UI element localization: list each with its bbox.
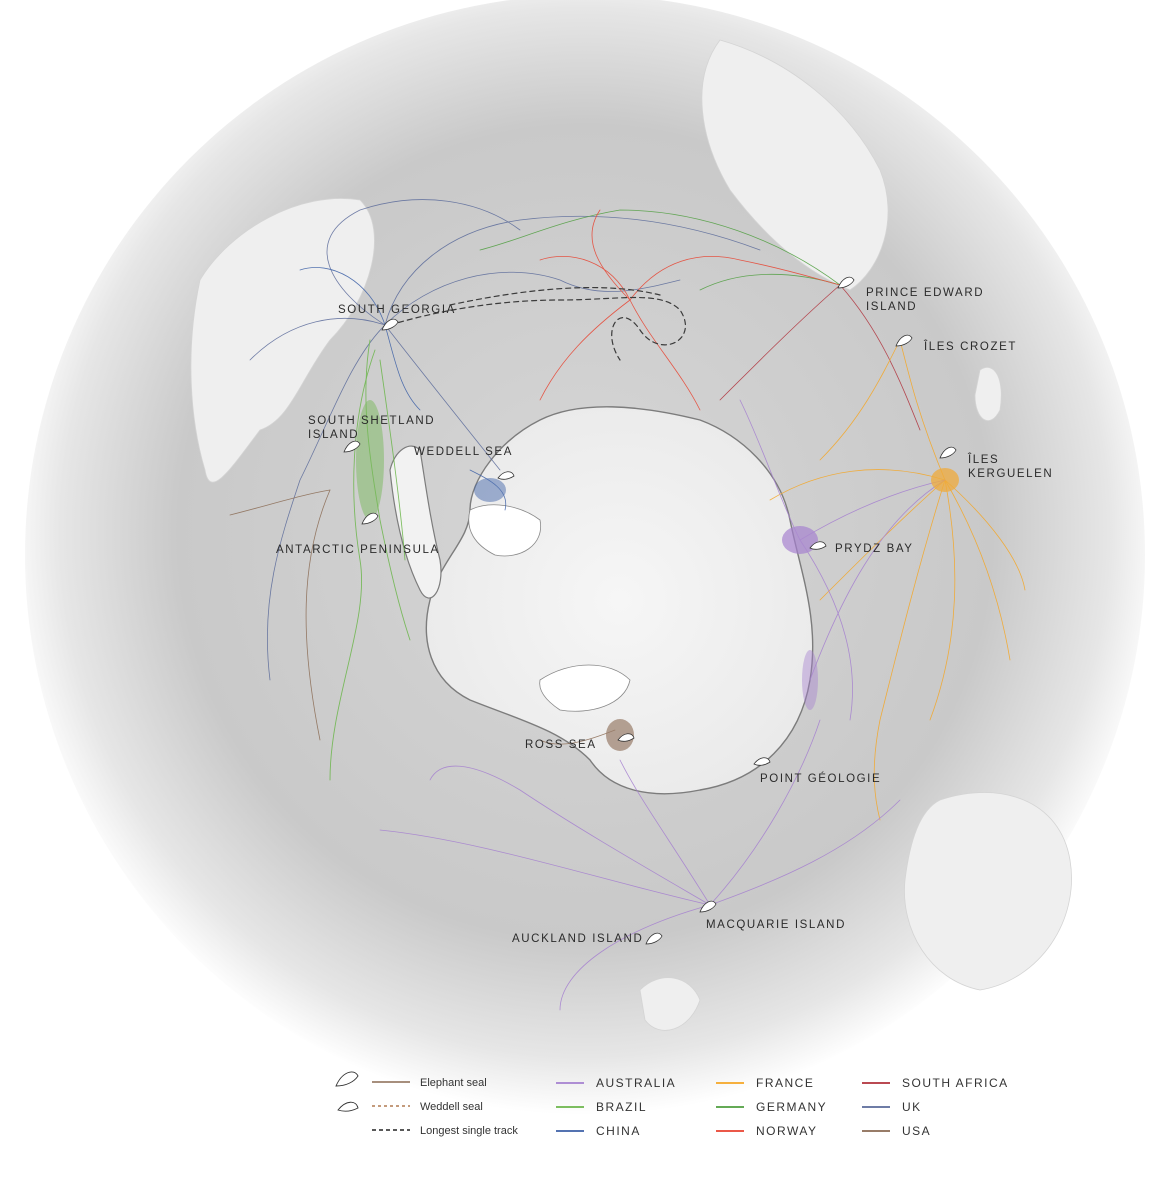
legend-label-china: CHINA [596, 1124, 641, 1138]
legend-countries: AUSTRALIA BRAZIL CHINA FRANCE GERMANY NORWAY S… [556, 1076, 1009, 1138]
legend-label-elephant-seal: Elephant seal [420, 1077, 487, 1089]
new-zealand [639, 977, 701, 1031]
tracks-south-africa [719, 284, 921, 431]
site-markers [343, 276, 957, 945]
location-label-line: ÎLES [967, 453, 999, 466]
location-label-line: ISLAND [308, 429, 359, 441]
legend-elephant-seal-icon [335, 1071, 359, 1087]
label-prince-edward: PRINCE EDWARD ISLAND [866, 287, 984, 313]
madagascar [974, 367, 1002, 421]
weddell-ice-shelf [468, 504, 541, 557]
label-iles-kerguelen: ÎLES KERGUELEN [967, 453, 1053, 480]
legend-label-australia: AUSTRALIA [596, 1076, 676, 1090]
legend-label-longest-track: Longest single track [420, 1125, 518, 1137]
location-label-line: PRYDZ BAY [835, 543, 914, 555]
label-auckland: AUCKLAND ISLAND [512, 933, 643, 945]
label-south-shetland: SOUTH SHETLAND ISLAND [308, 415, 435, 441]
australia [904, 792, 1072, 991]
legend-label-germany: GERMANY [756, 1100, 827, 1114]
africa [701, 39, 889, 291]
south-america [190, 198, 375, 483]
legend-label-south-africa: SOUTH AFRICA [902, 1076, 1009, 1090]
location-labels: SOUTH GEORGIA PRINCE EDWARD ISLAND ÎLES C… [276, 287, 1053, 945]
location-label-line: AUCKLAND ISLAND [512, 933, 643, 945]
antarctica [425, 406, 814, 795]
weddell-seal-icon [809, 541, 827, 550]
legend-label-uk: UK [902, 1100, 922, 1114]
location-label-line: MACQUARIE ISLAND [706, 919, 846, 931]
elephant-seal-icon [837, 276, 855, 289]
elephant-seal-icon [699, 900, 717, 913]
label-weddell-sea: WEDDELL SEA [414, 446, 513, 458]
tracks-layer [229, 199, 1026, 1011]
legend: Elephant seal Weddell seal Longest singl… [335, 1071, 1009, 1138]
location-label-line: KERGUELEN [968, 468, 1053, 480]
location-label-line: SOUTH SHETLAND [308, 415, 435, 427]
elephant-seal-icon [645, 932, 663, 945]
elephant-seal-icon [895, 334, 913, 347]
tracks-brazil [329, 339, 411, 781]
tracks-china [299, 267, 507, 511]
continents [190, 39, 1072, 1031]
label-macquarie: MACQUARIE ISLAND [706, 919, 846, 931]
label-prydz-bay: PRYDZ BAY [835, 543, 914, 555]
tracks-france [769, 339, 1026, 821]
label-point-geologie: POINT GÉOLOGIE [760, 772, 881, 785]
activity-patches [356, 400, 959, 751]
location-label-line: WEDDELL SEA [414, 446, 513, 458]
elephant-seal-icon [381, 318, 399, 331]
location-label-line: ISLAND [866, 301, 917, 313]
label-south-georgia: SOUTH GEORGIA [338, 304, 456, 316]
tracks-australia [379, 399, 946, 1011]
legend-weddell-seal-icon [337, 1101, 359, 1112]
legend-label-brazil: BRAZIL [596, 1100, 647, 1114]
label-antarctic-peninsula: ANTARCTIC PENINSULA [276, 544, 440, 556]
legend-label-france: FRANCE [756, 1076, 814, 1090]
location-label-line: SOUTH GEORGIA [338, 304, 456, 316]
location-label-line: ANTARCTIC PENINSULA [276, 544, 440, 556]
weddell-seal-icon [617, 733, 635, 742]
tracks-uk [249, 199, 761, 681]
elephant-seal-icon [939, 446, 957, 459]
location-label-line: PRINCE EDWARD [866, 287, 984, 299]
location-label-line: ÎLES CROZET [923, 340, 1017, 353]
location-label-line: POINT GÉOLOGIE [760, 772, 881, 785]
legend-label-usa: USA [902, 1124, 931, 1138]
legend-label-weddell-seal: Weddell seal [420, 1101, 483, 1113]
longest-track [389, 286, 687, 361]
ross-ice-shelf [539, 664, 631, 712]
elephant-seal-icon [361, 512, 379, 525]
label-ross-sea: ROSS SEA [525, 739, 597, 751]
legend-species: Elephant seal Weddell seal Longest singl… [335, 1071, 518, 1137]
elephant-seal-icon [343, 440, 361, 453]
weddell-seal-icon [753, 757, 771, 766]
label-iles-crozet: ÎLES CROZET [923, 340, 1017, 353]
legend-label-norway: NORWAY [756, 1124, 817, 1138]
weddell-seal-icon [497, 471, 515, 480]
location-label-line: ROSS SEA [525, 739, 597, 751]
